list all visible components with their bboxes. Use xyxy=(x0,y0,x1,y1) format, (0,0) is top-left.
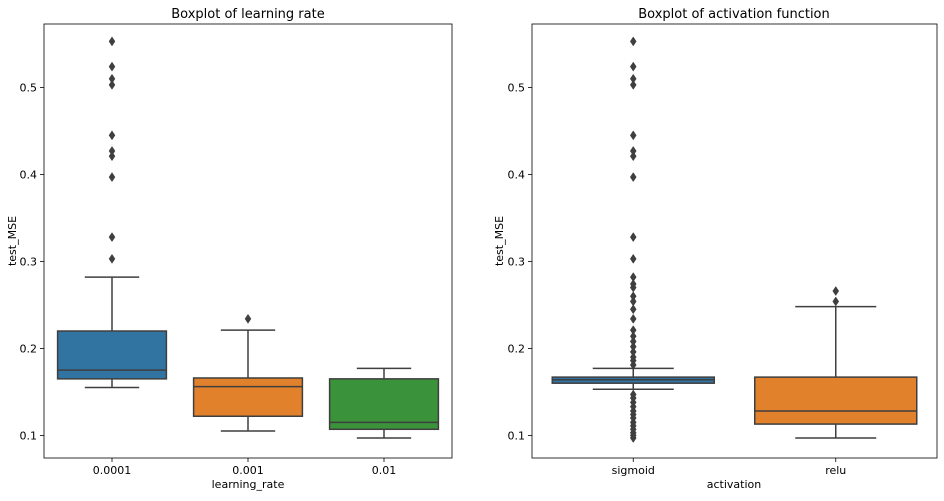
outlier-point xyxy=(629,352,637,363)
outlier-point xyxy=(108,232,116,243)
outlier-point xyxy=(832,286,840,296)
y-tick-label: 0.3 xyxy=(20,255,38,268)
outlier-point xyxy=(629,341,637,352)
x-tick-label: relu xyxy=(825,464,846,477)
y-tick-label: 0.1 xyxy=(508,429,526,442)
chart-title: Boxplot of learning rate xyxy=(171,7,324,22)
outlier-point xyxy=(629,232,637,243)
y-tick-label: 0.1 xyxy=(20,429,38,442)
y-tick-label: 0.5 xyxy=(508,81,526,94)
y-tick-label: 0.5 xyxy=(20,81,38,94)
outlier-point xyxy=(108,130,116,141)
y-axis-label: test_MSE xyxy=(493,216,506,266)
outlier-point xyxy=(629,336,637,347)
outlier-point xyxy=(629,172,637,183)
outlier-point xyxy=(629,389,637,400)
outlier-point xyxy=(629,325,637,336)
box-0.001 xyxy=(192,377,304,418)
y-axis-ticks: 0.1 0.2 0.3 0.4 0.5 xyxy=(508,81,532,442)
activation-panel: Boxplot of activation function activatio… xyxy=(493,7,938,491)
outlier-point xyxy=(629,272,637,283)
y-tick-label: 0.2 xyxy=(20,342,38,355)
outlier-point xyxy=(108,253,116,264)
learning-rate-panel: Boxplot of learning rate learning_rate t… xyxy=(6,7,453,491)
outlier-point xyxy=(832,296,840,307)
outlier-point xyxy=(629,313,637,324)
outlier-point xyxy=(108,151,116,162)
outlier-point xyxy=(108,146,116,156)
outlier-point xyxy=(629,73,637,84)
box-relu xyxy=(754,376,918,425)
outlier-point xyxy=(629,331,637,342)
outlier-point xyxy=(629,61,637,72)
outlier-point xyxy=(108,61,116,72)
outlier-point xyxy=(629,36,637,47)
chart-title: Boxplot of activation function xyxy=(638,7,830,22)
outlier-point xyxy=(629,296,637,307)
outlier-point xyxy=(108,36,116,47)
x-axis-ticks: sigmoid relu xyxy=(612,458,846,477)
outlier-point xyxy=(629,130,637,141)
outlier-point xyxy=(629,304,637,315)
outlier-point xyxy=(629,151,637,162)
box-marks xyxy=(551,36,918,443)
outlier-point xyxy=(244,313,252,324)
x-axis-ticks: 0.0001 0.001 0.01 xyxy=(93,458,397,477)
y-axis-ticks: 0.1 0.2 0.3 0.4 0.5 xyxy=(20,81,44,442)
box-marks xyxy=(56,36,440,439)
box-0.0001 xyxy=(56,330,168,380)
y-tick-label: 0.4 xyxy=(508,168,526,181)
x-axis-label: learning_rate xyxy=(212,478,285,491)
outlier-point xyxy=(629,146,637,156)
y-tick-label: 0.3 xyxy=(508,255,526,268)
y-tick-label: 0.4 xyxy=(20,168,38,181)
outlier-point xyxy=(629,346,637,357)
outlier-point xyxy=(629,279,637,290)
outlier-point xyxy=(108,79,116,90)
y-axis-label: test_MSE xyxy=(6,216,19,266)
x-axis-label: activation xyxy=(707,478,762,491)
x-tick-label: 0.01 xyxy=(372,464,397,477)
box-0.01 xyxy=(328,378,440,431)
outlier-point xyxy=(108,73,116,84)
x-tick-label: 0.0001 xyxy=(93,464,132,477)
x-tick-label: sigmoid xyxy=(612,464,655,477)
outlier-point xyxy=(108,172,116,183)
outlier-point xyxy=(629,291,637,302)
x-tick-label: 0.001 xyxy=(232,464,264,477)
outlier-point xyxy=(629,79,637,90)
y-tick-label: 0.2 xyxy=(508,342,526,355)
outlier-point xyxy=(629,253,637,264)
